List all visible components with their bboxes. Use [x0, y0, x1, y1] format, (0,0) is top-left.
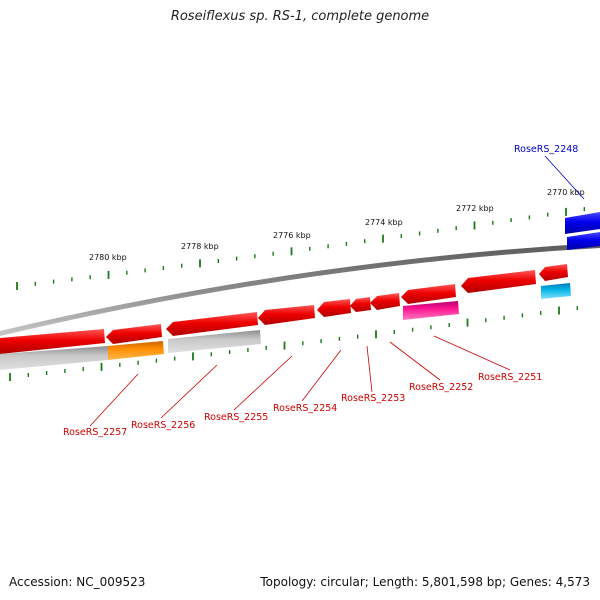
- scale-ticks-outer: [16, 207, 585, 290]
- gene-label-2253[interactable]: RoseRS_2253: [341, 393, 405, 404]
- tick-label-2772: 2772 kbp: [456, 204, 494, 213]
- reverse-strand-genes: [0, 264, 568, 354]
- gene-arrow-roseRS-2252[interactable]: [401, 284, 456, 304]
- gene-label-2257[interactable]: RoseRS_2257: [63, 427, 127, 438]
- callout-line-2254: [301, 349, 342, 402]
- gene-arrow-red-b[interactable]: [106, 324, 162, 344]
- callout-line-2257: [89, 373, 139, 427]
- gene-arrow-roseRS-2248[interactable]: [565, 212, 600, 234]
- tick-label-2778: 2778 kbp: [181, 242, 219, 251]
- gene-label-2252[interactable]: RoseRS_2252: [409, 382, 473, 393]
- callout-line-2252: [389, 341, 441, 381]
- feature-block-orange[interactable]: [108, 341, 164, 360]
- feature-block-gray-b[interactable]: [0, 346, 108, 370]
- callout-line-2251: [433, 335, 511, 371]
- callout-lines: [89, 155, 585, 427]
- gene-arrow-roseRS-2253[interactable]: [370, 293, 400, 310]
- callout-line-2253: [366, 345, 373, 393]
- gene-label-2254[interactable]: RoseRS_2254: [273, 403, 337, 414]
- genome-summary-text: Topology: circular; Length: 5,801,598 bp…: [260, 575, 590, 589]
- gene-label-2251[interactable]: RoseRS_2251: [478, 372, 542, 383]
- callout-line-2248: [544, 155, 585, 200]
- gene-arrow-red-c[interactable]: [0, 329, 105, 354]
- gene-label-2248[interactable]: RoseRS_2248: [514, 144, 578, 155]
- feature-block-pink[interactable]: [403, 301, 459, 320]
- tick-label-2780: 2780 kbp: [89, 253, 127, 262]
- gene-arrow-roseRS-2255[interactable]: [317, 299, 351, 317]
- page-title: Roseiflexus sp. RS-1, complete genome: [170, 9, 430, 24]
- tick-label-2774: 2774 kbp: [365, 218, 403, 227]
- accession-text: Accession: NC_009523: [9, 575, 146, 589]
- scale-ticks-inner: [9, 306, 578, 381]
- tick-label-2770: 2770 kbp: [547, 188, 585, 197]
- gene-arrow-roseRS-2251[interactable]: [461, 270, 536, 293]
- forward-strand-genes: [565, 212, 600, 250]
- gene-labels: RoseRS_2248 RoseRS_2251 RoseRS_2252 Rose…: [63, 144, 578, 438]
- callout-line-2255: [233, 355, 293, 411]
- callout-line-2256: [160, 364, 218, 419]
- gene-label-2256[interactable]: RoseRS_2256: [131, 420, 195, 431]
- feature-block-gray-a[interactable]: [168, 330, 261, 353]
- gene-arrow-roseRS-2254[interactable]: [350, 297, 371, 312]
- gene-arrow-red-a[interactable]: [539, 264, 568, 281]
- feature-blocks: [0, 283, 571, 370]
- gene-arrow-roseRS-2257[interactable]: [166, 312, 258, 336]
- gene-arrow-roseRS-2256[interactable]: [258, 305, 315, 325]
- tick-label-2776: 2776 kbp: [273, 231, 311, 240]
- feature-block-cyan[interactable]: [541, 283, 571, 299]
- gene-label-2255[interactable]: RoseRS_2255: [204, 412, 268, 423]
- gene-arrow-blue-2[interactable]: [567, 232, 600, 250]
